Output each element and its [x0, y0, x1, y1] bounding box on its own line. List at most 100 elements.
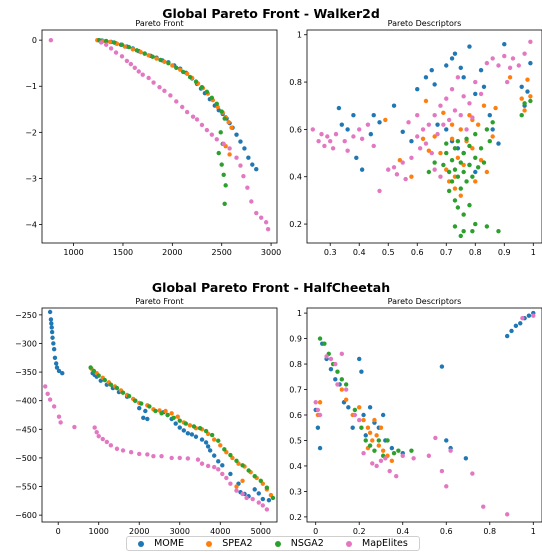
walker-descriptors-xtick-label: 0.7: [440, 248, 453, 257]
walker-front-xtick-label: 1500: [113, 248, 133, 257]
data-point-mapelites: [328, 139, 333, 144]
data-point-nsga2: [120, 390, 126, 395]
data-point-mome: [137, 405, 142, 411]
cheetah-descriptors-ytick-label: 0.4: [289, 462, 302, 471]
data-point-spea2: [240, 478, 245, 484]
data-point-mapelites: [94, 429, 99, 435]
data-point-nsga2: [376, 438, 382, 443]
data-point-nsga2: [473, 221, 478, 227]
data-point-nsga2: [252, 474, 257, 479]
data-point-mome: [346, 405, 351, 410]
data-point-spea2: [409, 174, 414, 179]
data-point-mome: [444, 63, 449, 68]
data-point-nsga2: [222, 116, 227, 121]
data-point-mapelites: [377, 188, 382, 194]
data-point-mapelites: [510, 56, 516, 61]
data-point-mome: [173, 421, 178, 426]
data-point-nsga2: [464, 136, 469, 142]
data-point-mapelites: [464, 127, 469, 132]
data-point-spea2: [378, 425, 384, 430]
data-point-nsga2: [473, 131, 478, 137]
data-point-mapelites: [313, 400, 318, 405]
data-point-spea2: [452, 186, 458, 191]
data-point-mome: [359, 167, 365, 172]
walker-front-xtick-label: 3000: [261, 248, 281, 257]
data-point-mome: [333, 377, 338, 382]
data-point-mapelites: [214, 137, 219, 142]
data-point-mapelites: [119, 54, 125, 59]
data-point-spea2: [490, 134, 495, 139]
data-point-nsga2: [219, 109, 224, 114]
cheetah-descriptors-xtick-label: 0.8: [483, 527, 496, 536]
data-point-mapelites: [238, 163, 243, 168]
data-point-mapelites: [259, 215, 264, 220]
data-point-mome: [193, 434, 199, 439]
data-point-spea2: [138, 49, 143, 55]
cheetah-descriptors-xtick-label: 1: [531, 527, 536, 536]
data-point-mapelites: [426, 453, 432, 458]
data-point-nsga2: [216, 150, 221, 156]
data-point-spea2: [478, 157, 484, 163]
cheetah-descriptors-ytick-label: 0.2: [289, 513, 302, 522]
data-point-mome: [487, 113, 492, 118]
data-point-mome: [354, 155, 359, 160]
data-point-nsga2: [264, 485, 270, 490]
data-point-nsga2: [335, 369, 340, 374]
data-point-nsga2: [481, 160, 487, 165]
data-point-mapelites: [520, 315, 525, 321]
data-point-mome: [509, 328, 514, 334]
data-point-nsga2: [234, 458, 239, 463]
data-point-spea2: [449, 122, 455, 127]
data-point-nsga2: [88, 365, 93, 370]
data-point-nsga2: [519, 113, 524, 118]
data-point-nsga2: [270, 495, 276, 501]
data-point-mome: [48, 317, 54, 322]
data-point-spea2: [130, 47, 136, 52]
data-point-mapelites: [114, 446, 120, 451]
data-point-spea2: [107, 39, 113, 45]
data-point-spea2: [397, 157, 403, 163]
data-point-mapelites: [467, 101, 472, 106]
data-point-mapelites: [209, 132, 215, 137]
data-point-mapelites: [140, 72, 145, 77]
data-point-mapelites: [322, 143, 327, 149]
data-point-spea2: [470, 146, 475, 151]
data-point-mome: [377, 120, 382, 125]
data-point-mome: [496, 141, 501, 146]
data-point-mapelites: [137, 451, 142, 457]
data-point-spea2: [169, 411, 174, 416]
data-point-spea2: [389, 458, 395, 464]
data-point-mapelites: [132, 65, 138, 71]
data-point-mome: [444, 127, 449, 132]
data-point-nsga2: [209, 432, 215, 438]
data-point-mapelites: [504, 512, 510, 517]
data-point-spea2: [226, 120, 231, 125]
data-point-spea2: [528, 94, 533, 99]
data-point-mapelites: [378, 458, 384, 464]
data-point-mapelites: [324, 354, 329, 359]
data-point-mome: [371, 113, 376, 118]
data-point-nsga2: [496, 228, 501, 234]
data-point-nsga2: [228, 452, 233, 458]
data-point-nsga2: [484, 224, 490, 229]
data-point-mapelites: [104, 439, 110, 445]
data-point-spea2: [170, 63, 175, 68]
data-point-mapelites: [234, 488, 239, 493]
data-point-mapelites: [387, 468, 392, 474]
cheetah-descriptors-ytick-label: 0.8: [289, 360, 302, 369]
data-point-nsga2: [452, 167, 458, 172]
data-point-nsga2: [449, 157, 455, 163]
data-point-mapelites: [357, 417, 362, 423]
cheetah-descriptors-xtick-label: 0.2: [353, 527, 366, 536]
cheetah-front-ytick-label: −450: [15, 425, 37, 434]
data-point-nsga2: [199, 84, 205, 90]
data-point-nsga2: [464, 179, 469, 184]
data-point-mome: [389, 445, 395, 451]
walker-descriptors-xtick-label: 0.5: [382, 248, 395, 257]
data-point-mapelites: [531, 313, 536, 318]
data-point-nsga2: [461, 150, 466, 156]
data-point-mome: [357, 356, 362, 362]
data-point-mapelites: [108, 46, 114, 51]
data-point-mapelites: [470, 471, 475, 476]
data-point-nsga2: [134, 48, 139, 53]
